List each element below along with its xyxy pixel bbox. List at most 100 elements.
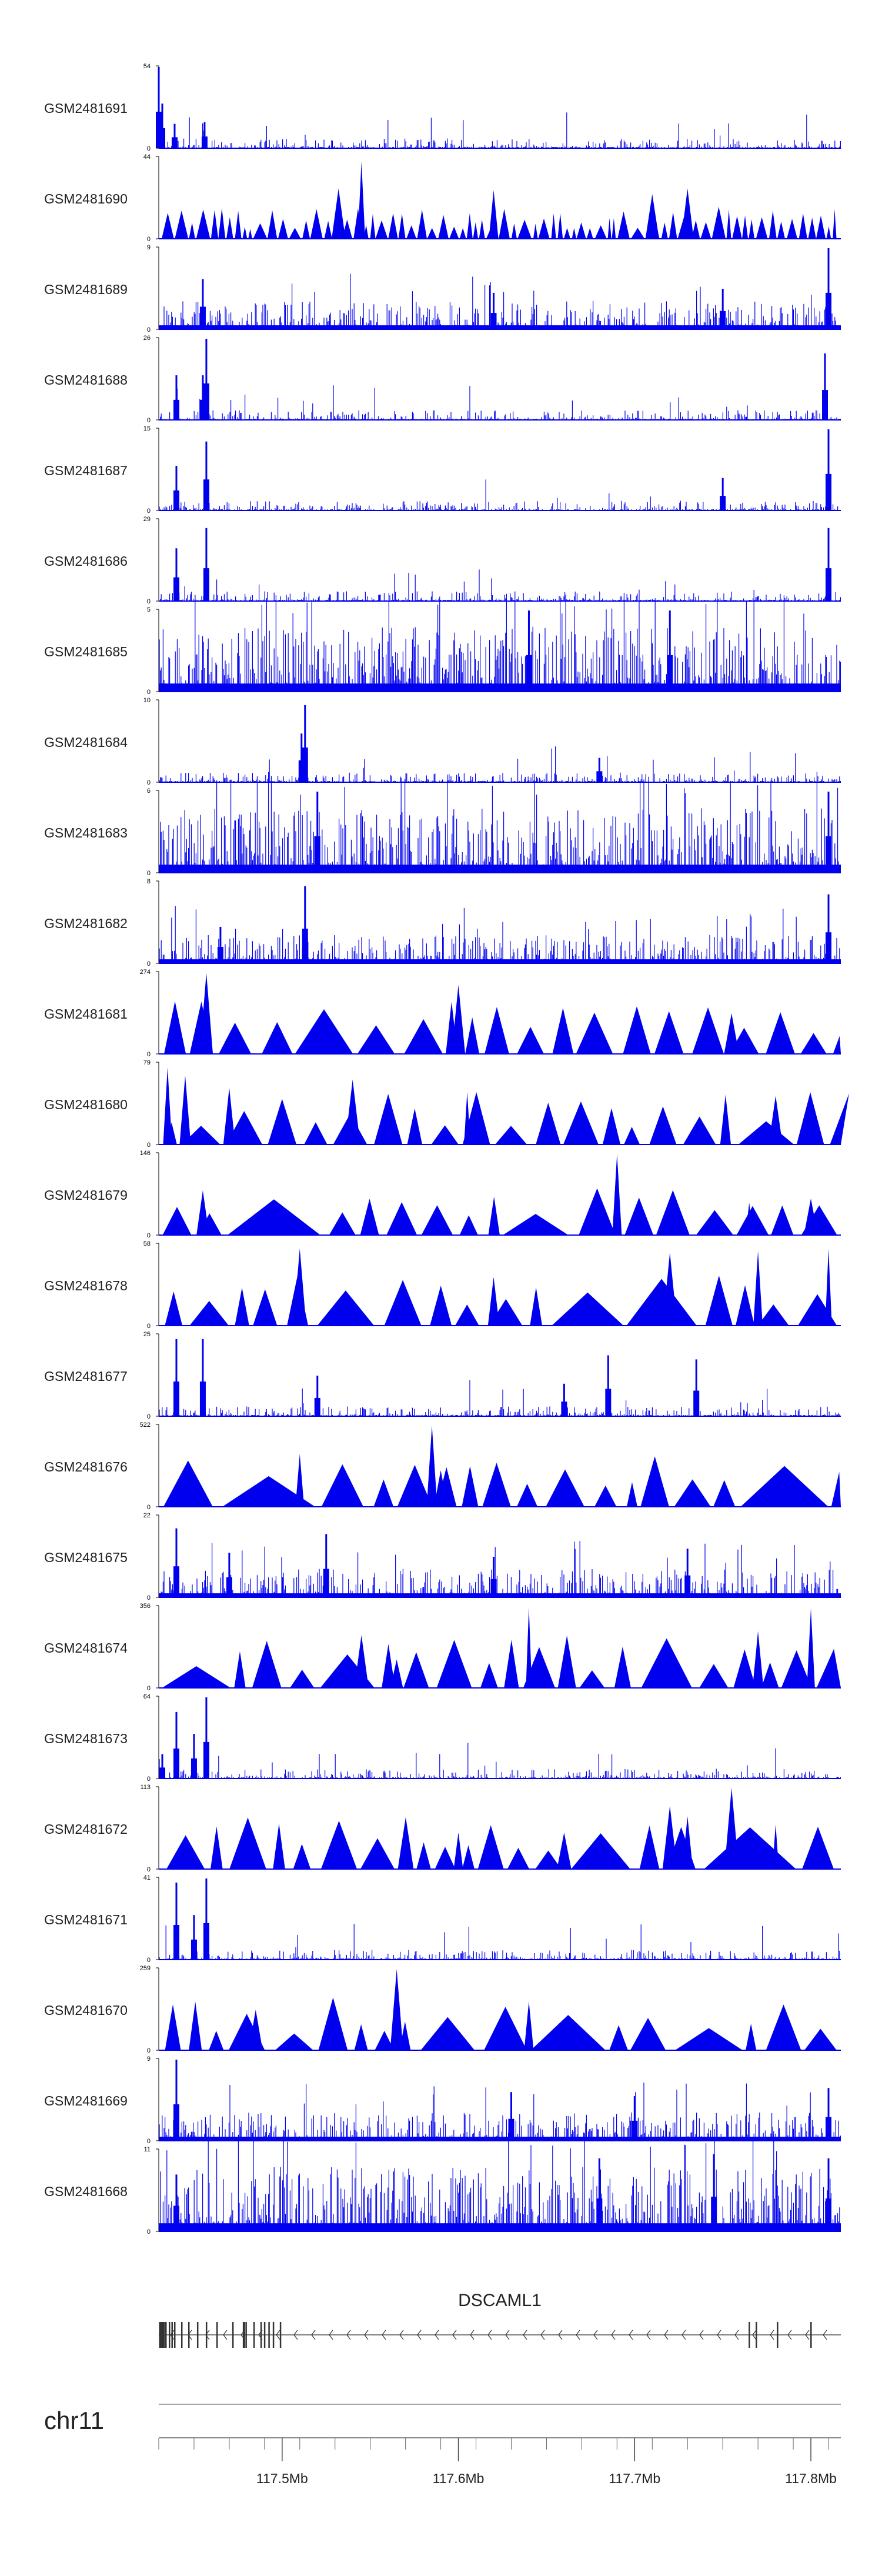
track-GSM2481677: GSM2481677 25 0 — [44, 1331, 841, 1420]
coverage-peak — [804, 1198, 818, 1235]
y-min-label: 0 — [147, 326, 151, 333]
coverage-peak-shoulder — [684, 1575, 691, 1597]
strand-chevron — [823, 2330, 827, 2340]
coverage-peak — [382, 1107, 394, 1144]
track-GSM2481690: GSM2481690 44 0 — [44, 154, 841, 243]
coverage-bars — [159, 906, 841, 963]
track-GSM2481678: GSM2481678 58 0 — [44, 1240, 841, 1330]
coverage-floor — [159, 325, 841, 329]
y-min-label: 0 — [147, 598, 151, 605]
coverage-peak — [316, 1376, 319, 1416]
coverage-peak — [354, 1635, 369, 1688]
track-GSM2481691: GSM2481691 54 0 — [44, 63, 841, 152]
strand-chevron — [399, 2330, 404, 2340]
coverage-peak — [202, 1339, 204, 1416]
coverage-peak — [827, 894, 830, 963]
y-min-label: 0 — [147, 1413, 151, 1420]
coverage-peak-shoulder — [720, 496, 726, 510]
track-label: GSM2481686 — [44, 553, 128, 569]
coverage-peak — [304, 705, 306, 782]
track-GSM2481675: GSM2481675 22 0 — [44, 1512, 841, 1601]
y-max-label: 9 — [147, 2056, 151, 2063]
coverage-peak — [724, 1013, 739, 1054]
gene-exon — [253, 2322, 255, 2348]
track-GSM2481679: GSM2481679 146 0 — [44, 1150, 841, 1239]
coverage-peak — [612, 1154, 622, 1235]
coverage-peak-shoulder — [667, 655, 673, 692]
y-min-label: 0 — [147, 1323, 151, 1330]
strand-chevron — [435, 2330, 439, 2340]
coverage-area — [159, 1092, 849, 1144]
coverage-peak-shoulder — [173, 490, 179, 510]
coverage-peak — [205, 339, 208, 420]
track-label: GSM2481683 — [44, 825, 128, 840]
gene-exon — [245, 2322, 247, 2348]
coverage-peak — [161, 104, 163, 148]
coverage-peak-shoulder — [826, 932, 832, 963]
track-label: GSM2481670 — [44, 2003, 128, 2018]
track-GSM2481676: GSM2481676 522 0 — [44, 1422, 841, 1511]
y-min-label: 0 — [147, 145, 151, 152]
coverage-peak — [193, 1734, 195, 1778]
track-label: GSM2481669 — [44, 2093, 128, 2108]
coverage-peak-shoulder — [217, 947, 223, 963]
coverage-peak — [746, 1202, 753, 1235]
coverage-peak — [295, 1454, 305, 1507]
track-GSM2481672: GSM2481672 113 0 — [44, 1784, 841, 1873]
y-max-label: 522 — [140, 1422, 151, 1429]
gene-track: DSCAML1 — [159, 2291, 841, 2348]
coverage-peak — [199, 973, 213, 1054]
coverage-peak-shoulder — [596, 771, 603, 782]
gene-exon — [232, 2322, 234, 2348]
coverage-area — [159, 1635, 841, 1688]
coverage-peak — [175, 1711, 178, 1778]
coverage-peak-shoulder — [323, 1569, 329, 1597]
coverage-peak-shoulder — [826, 292, 832, 329]
coverage-peak-shoulder — [826, 2117, 832, 2141]
y-min-label: 0 — [147, 1142, 151, 1149]
coverage-peak — [175, 466, 178, 510]
strand-chevron — [805, 2330, 810, 2340]
coverage-peak — [824, 353, 826, 420]
strand-chevron — [593, 2330, 598, 2340]
coverage-bars — [160, 112, 841, 148]
coverage-peak — [219, 926, 222, 963]
coverage-peak — [724, 1788, 739, 1869]
track-GSM2481673: GSM2481673 64 0 — [44, 1693, 841, 1783]
gene-exon — [268, 2322, 270, 2348]
y-max-label: 15 — [143, 425, 151, 432]
coverage-peak — [304, 886, 306, 963]
track-GSM2481686: GSM2481686 29 0 — [44, 516, 841, 605]
coverage-floor — [159, 2137, 841, 2141]
strand-chevron — [646, 2330, 651, 2340]
strand-chevron — [734, 2330, 739, 2340]
gene-exon — [165, 2322, 167, 2348]
coverage-peak — [203, 122, 206, 148]
coverage-peak — [598, 758, 600, 782]
coverage-peak-shoulder — [203, 568, 209, 601]
coverage-peak — [175, 375, 178, 420]
gene-exon — [263, 2322, 266, 2348]
strand-chevron — [170, 2330, 175, 2340]
gene-exon — [749, 2322, 750, 2348]
chromosome-label: chr11 — [44, 2407, 104, 2434]
strand-chevron — [329, 2330, 333, 2340]
coverage-peak — [390, 1659, 403, 1688]
coverage-peak — [231, 1037, 245, 1054]
coverage-peak-shoulder — [173, 577, 179, 601]
y-max-label: 26 — [143, 335, 151, 342]
y-min-label: 0 — [147, 1776, 151, 1783]
gene-exon — [242, 2322, 245, 2348]
coverage-peak-shoulder — [191, 1939, 197, 1960]
track-label: GSM2481675 — [44, 1550, 128, 1565]
coverage-peak — [686, 1549, 689, 1597]
track-label: GSM2481677 — [44, 1369, 128, 1384]
y-min-label: 0 — [147, 960, 151, 967]
gene-exon — [188, 2322, 190, 2348]
strand-chevron — [293, 2330, 298, 2340]
coverage-peak-shoulder — [171, 137, 178, 148]
y-min-label: 0 — [147, 1504, 151, 1511]
track-label: GSM2481672 — [44, 1821, 128, 1837]
coverage-peak — [193, 1915, 195, 1960]
coverage-peak — [527, 610, 530, 692]
